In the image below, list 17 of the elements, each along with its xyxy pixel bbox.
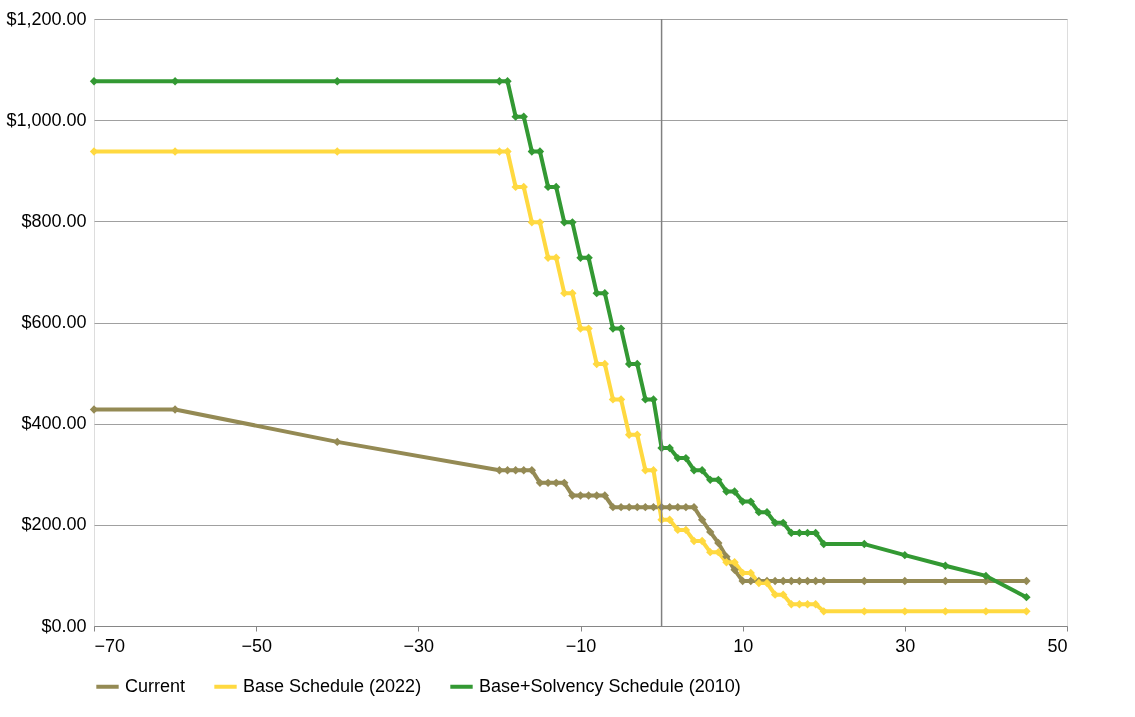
y-tick-label: $600.00: [21, 312, 87, 332]
x-tick-label: 10: [733, 635, 754, 656]
x-tick-label: 30: [895, 635, 916, 656]
x-tick-label: −30: [403, 635, 435, 656]
y-tick-label: $800.00: [21, 210, 87, 231]
x-tick-label: −70: [94, 635, 126, 656]
x-tick-label: −10: [565, 635, 597, 656]
legend-label: Base+Solvency Schedule (2010): [479, 675, 741, 696]
y-tick-label: $200.00: [21, 514, 87, 535]
x-tick-label: 50: [1047, 635, 1068, 656]
y-tick-label: $1,000.00: [6, 109, 87, 130]
legend-label: Current: [125, 675, 186, 696]
y-tick-label: $400.00: [21, 413, 87, 434]
legend-label: Base Schedule (2022): [243, 675, 422, 696]
y-tick-label: $0.00: [41, 615, 87, 636]
y-tick-label: $1,200.00: [6, 8, 87, 29]
x-tick-label: −50: [241, 635, 272, 656]
